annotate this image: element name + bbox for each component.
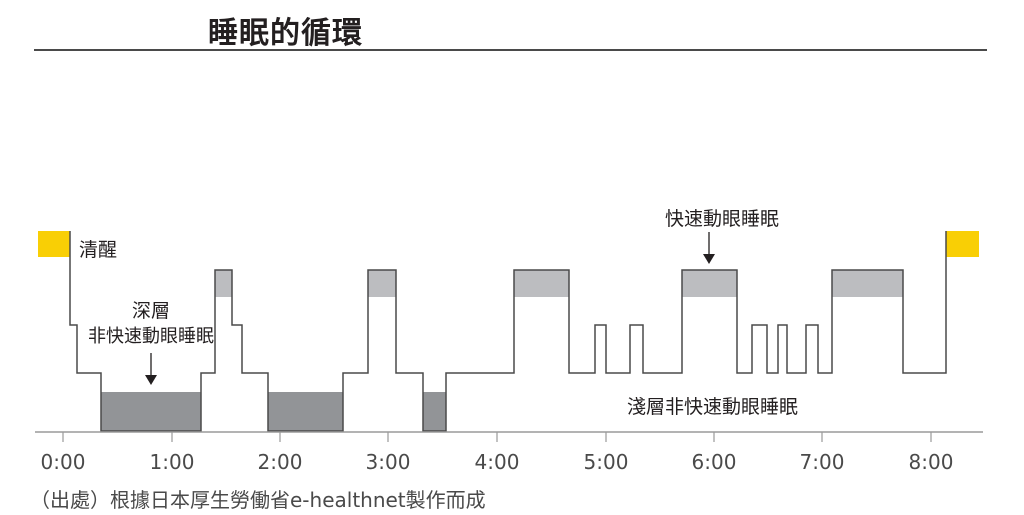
- source-note: （出處）根據日本厚生勞働省e-healthnet製作而成: [30, 488, 486, 512]
- rem-arrow-icon: [703, 232, 715, 264]
- x-tick-label: 8:00: [908, 450, 954, 474]
- x-tick-label: 7:00: [799, 450, 845, 474]
- wake-label: 清醒: [79, 239, 118, 261]
- rem-label: 快速動眼睡眠: [665, 208, 780, 230]
- rem-block: [368, 270, 396, 297]
- x-tick-label: 5:00: [583, 450, 629, 474]
- x-tick-label: 4:00: [474, 450, 520, 474]
- x-tick-label: 0:00: [40, 450, 86, 474]
- deep-block: [101, 392, 201, 431]
- x-tick-label: 2:00: [257, 450, 303, 474]
- deep-label-line1: 深層: [131, 300, 170, 322]
- x-tick-label: 6:00: [691, 450, 737, 474]
- wake-marker-end: [946, 231, 979, 257]
- deep-label-line2: 非快速動眼睡眠: [88, 326, 214, 347]
- page-title: 睡眠的循環: [208, 16, 363, 51]
- title-divider: [34, 49, 987, 51]
- x-tick-label: 1:00: [149, 450, 195, 474]
- rem-block: [832, 270, 903, 297]
- light-label: 淺層非快速動眼睡眠: [627, 396, 799, 418]
- x-tick-label: 3:00: [365, 450, 411, 474]
- deep-block: [423, 392, 446, 431]
- rem-block: [682, 270, 737, 297]
- deep-block: [268, 392, 343, 431]
- deep-arrow-icon: [145, 353, 157, 385]
- wake-marker-start: [38, 231, 70, 257]
- rem-block: [215, 270, 232, 297]
- x-axis-ticks: [62, 432, 932, 442]
- rem-block: [514, 270, 569, 297]
- hypnogram-line: [69, 231, 947, 432]
